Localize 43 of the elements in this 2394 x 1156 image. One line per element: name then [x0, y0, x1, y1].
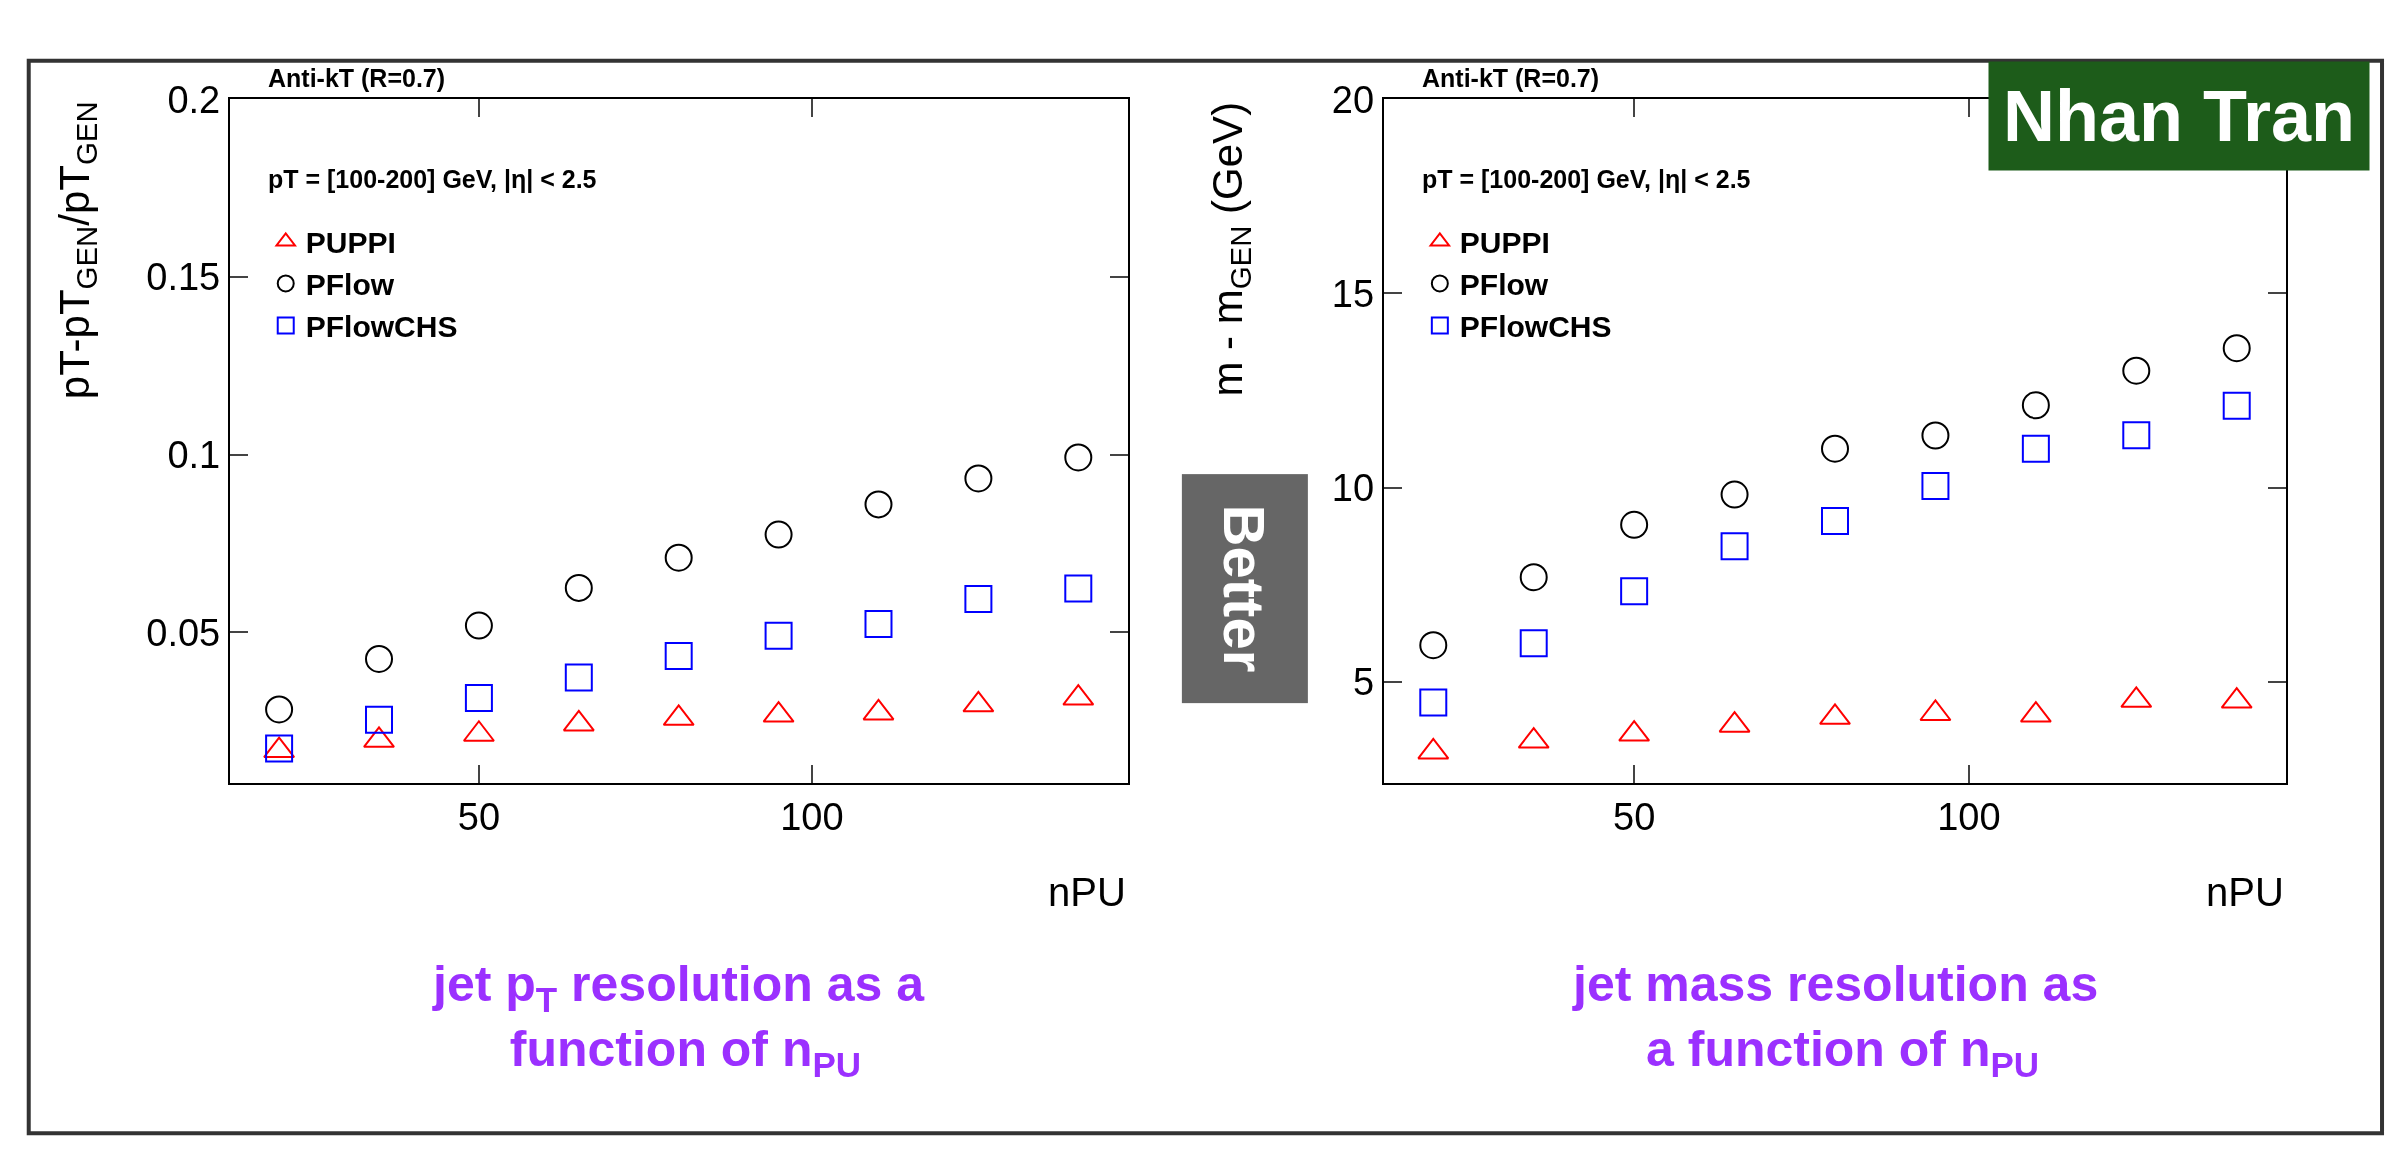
point [1821, 506, 1849, 535]
y-tick-label: 0.05 [146, 611, 221, 654]
legend-label: PFlowCHS [1459, 310, 1612, 344]
point [2122, 421, 2151, 450]
text: pT = [100-200] GeV, |η| < 2.5 [1422, 165, 1751, 193]
x-tick-label: 100 [1937, 796, 2001, 839]
y-tick-label: 0.1 [167, 433, 221, 476]
point [1921, 421, 1950, 450]
chart-title: Anti-kT (R=0.7) [268, 64, 446, 92]
legend-label: PFlow [1459, 268, 1549, 302]
point [1821, 434, 1849, 463]
y-tick-label: 0.2 [167, 78, 221, 121]
y-tick-label: 5 [1352, 660, 1375, 703]
point [2021, 391, 2050, 420]
point [2122, 356, 2151, 385]
point [2021, 434, 2050, 463]
point [1720, 480, 1749, 509]
text: jet mass resolution as a function of n$_{PU}$ [1572, 956, 2099, 1084]
point [1620, 577, 1649, 606]
legend-label: PUPPI [1459, 226, 1550, 260]
legend-label: PFlow [305, 268, 395, 302]
annotation: Nhan Tran [2003, 76, 2356, 156]
x-tick-label: 100 [780, 796, 844, 839]
text: jet p$_{T}$ resolution as a function of n$_{PU}$ [432, 956, 926, 1084]
x-axis-title: nPU [1048, 870, 1126, 914]
text: Better [1212, 504, 1278, 673]
y-tick-label: 15 [1331, 272, 1375, 315]
point [1720, 532, 1749, 561]
point [1921, 471, 1950, 500]
legend-label: PFlowCHS [305, 310, 458, 344]
point [2222, 391, 2251, 420]
y-tick-label: 20 [1331, 78, 1375, 121]
chart-title: Anti-kT (R=0.7) [1422, 64, 1600, 92]
x-tick-label: 50 [1613, 796, 1656, 839]
point [1519, 563, 1548, 592]
legend-label: PUPPI [305, 226, 396, 260]
x-axis-title: nPU [2206, 870, 2284, 914]
point [1620, 510, 1649, 539]
y-tick-label: 10 [1331, 466, 1375, 509]
x-tick-label: 50 [457, 796, 501, 839]
y-tick-label: 0.15 [146, 256, 221, 299]
point [2222, 334, 2251, 363]
text: pT = [100-200] GeV, |η| < 2.5 [268, 165, 597, 193]
